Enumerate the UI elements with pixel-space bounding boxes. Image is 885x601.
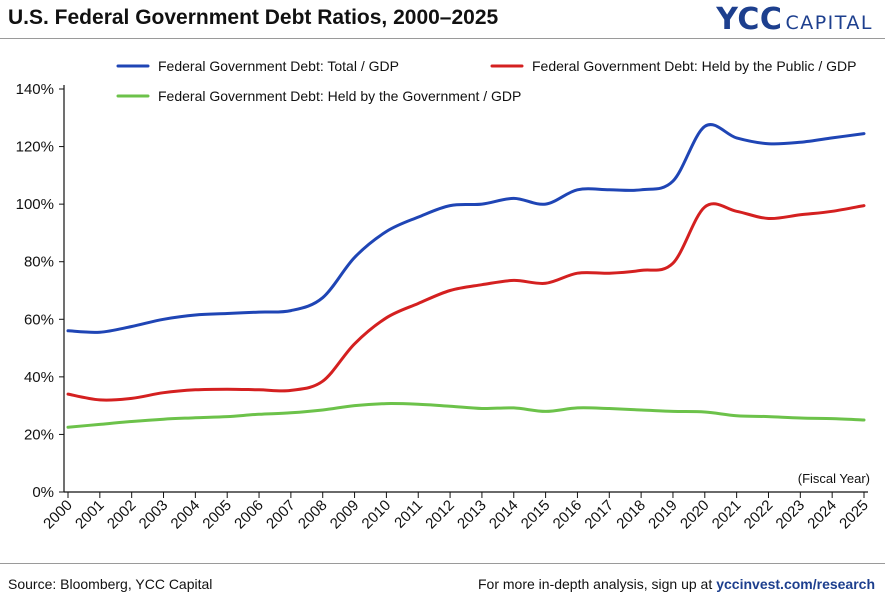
research-link[interactable]: yccinvest.com/research (716, 576, 875, 592)
legend-item-public: Federal Government Debt: Held by the Pub… (490, 58, 856, 74)
x-tick-label: 2011 (391, 497, 426, 532)
x-tick-label: 2021 (709, 497, 745, 533)
y-tick-label: 140% (16, 81, 54, 98)
series-line-total (66, 123, 866, 334)
x-tick-label: 2009 (327, 497, 363, 533)
fiscal-year-note: (Fiscal Year) (798, 471, 870, 486)
x-tick-label: 2016 (550, 497, 586, 533)
series-line-government (66, 402, 866, 429)
x-tick-label: 2013 (454, 497, 490, 533)
x-tick-label: 2006 (231, 497, 267, 533)
x-tick-label: 2010 (359, 497, 395, 533)
brand-sub: CAPITAL (785, 12, 873, 34)
signup-text: For more in-depth analysis, sign up at (478, 576, 713, 592)
y-axis: 0% 20% 40% 60% 80% 100% 120% 140% (16, 81, 65, 501)
chart-area: Federal Government Debt: Total / GDP Fede… (16, 58, 872, 533)
legend-label: Federal Government Debt: Held by the Gov… (158, 88, 521, 104)
y-tick-label: 40% (24, 369, 54, 386)
x-tick-label: 2017 (581, 497, 617, 533)
legend-item-government: Federal Government Debt: Held by the Gov… (116, 88, 521, 104)
legend: Federal Government Debt: Total / GDP Fede… (116, 58, 856, 104)
x-tick-label: 2005 (199, 497, 235, 533)
brand-logo: YCC CAPITAL (716, 2, 873, 37)
y-tick-label: 120% (16, 139, 54, 156)
x-tick-label: 2023 (773, 497, 809, 533)
x-tick-label: 2024 (804, 497, 840, 533)
x-tick-label: 2002 (104, 497, 140, 533)
x-tick-label: 2003 (136, 497, 172, 533)
signup-cta: For more in-depth analysis, sign up at yc… (478, 576, 875, 592)
series-lines (66, 123, 866, 429)
legend-label: Federal Government Debt: Held by the Pub… (532, 58, 856, 74)
x-tick-label: 2000 (40, 497, 76, 533)
x-tick-label: 2025 (836, 497, 872, 533)
x-tick-label: 2007 (263, 497, 299, 533)
footer-divider (0, 563, 885, 564)
header-divider (0, 38, 885, 39)
x-tick-label: 2004 (168, 497, 204, 533)
x-tick-label: 2001 (72, 497, 108, 533)
x-tick-label: 2015 (518, 497, 554, 533)
brand-mark: YCC (716, 2, 783, 37)
chart-title: U.S. Federal Government Debt Ratios, 200… (8, 6, 499, 29)
y-tick-label: 20% (24, 426, 54, 443)
x-tick-label: 2012 (422, 497, 458, 533)
legend-item-total: Federal Government Debt: Total / GDP (116, 58, 399, 74)
y-tick-label: 60% (24, 311, 54, 328)
x-tick-label: 2014 (486, 497, 522, 533)
x-tick-label: 2020 (677, 497, 713, 533)
y-tick-label: 80% (24, 254, 54, 271)
y-tick-label: 0% (32, 484, 54, 501)
x-axis: 2000200120022003200420052006200720082009… (40, 491, 872, 533)
series-line-public (66, 202, 866, 402)
source-note: Source: Bloomberg, YCC Capital (8, 576, 213, 592)
y-tick-label: 100% (16, 196, 54, 213)
x-tick-label: 2008 (295, 497, 331, 533)
x-tick-label: 2018 (613, 497, 649, 533)
x-tick-label: 2019 (645, 497, 681, 533)
x-tick-label: 2022 (741, 497, 777, 533)
legend-label: Federal Government Debt: Total / GDP (158, 58, 399, 74)
